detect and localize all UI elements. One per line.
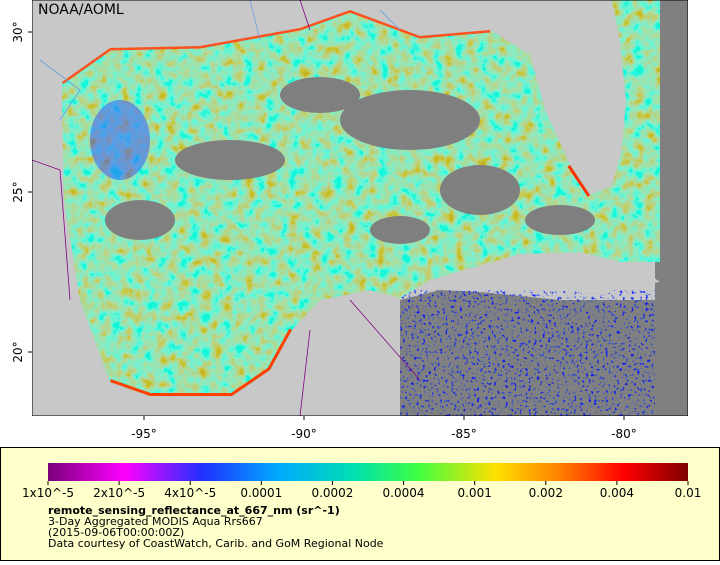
legend-credit: Data courtesy of CoastWatch, Carib. and … (48, 537, 384, 550)
colorbar-tick-label: 2x10^-5 (93, 486, 145, 500)
colorbar-tick-label: 0.0004 (383, 486, 425, 500)
colorbar-tick-label: 0.0001 (240, 486, 282, 500)
x-tick-label: -90° (291, 427, 317, 441)
colorbar-tick-label: 0.002 (529, 486, 563, 500)
colorbar (48, 463, 688, 481)
x-tick-label: -85° (451, 427, 477, 441)
colorbar-tick-label: 0.004 (600, 486, 634, 500)
y-tick-label: 30° (11, 21, 25, 42)
x-tick-label: -80° (611, 427, 637, 441)
colorbar-tick-label: 4x10^-5 (164, 486, 216, 500)
colorbar-tick-label: 0.001 (457, 486, 491, 500)
colorbar-tick-label: 0.0002 (311, 486, 353, 500)
legend-time: (2015-09-06T00:00:00Z) (48, 526, 184, 539)
x-tick-label: -95° (131, 427, 157, 441)
colorbar-tick-label: 1x10^-5 (22, 486, 74, 500)
map-credit: NOAA/AOML (38, 2, 124, 18)
map-image (32, 0, 688, 416)
y-tick-label: 25° (11, 181, 25, 202)
legend-variable: remote_sensing_reflectance_at_667_nm (sr… (48, 504, 340, 517)
colorbar-tick-label: 0.01 (675, 486, 702, 500)
y-tick-label: 20° (11, 341, 25, 362)
legend-dataset: 3-Day Aggregated MODIS Aqua Rrs667 (48, 515, 263, 528)
